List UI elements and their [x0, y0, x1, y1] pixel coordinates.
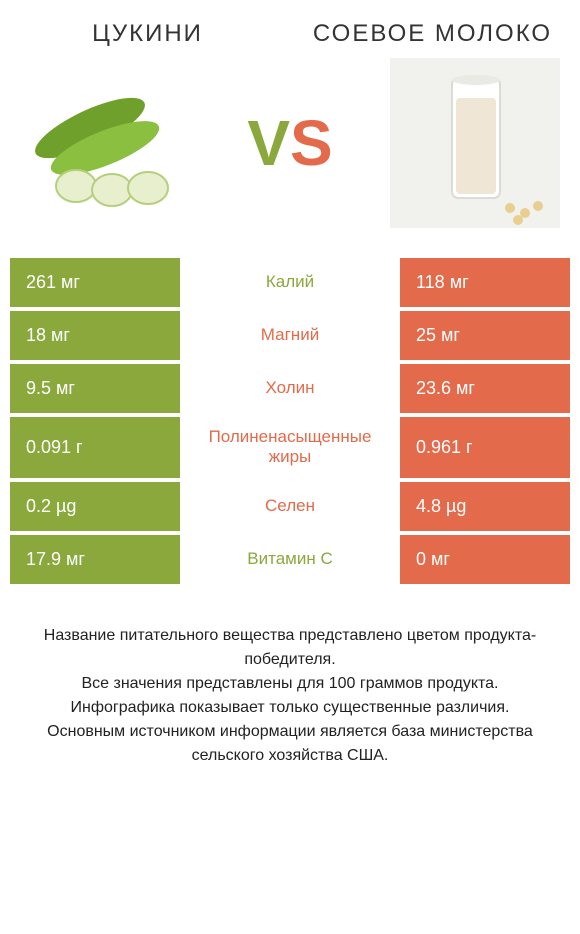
nutrient-label: Магний [186, 311, 394, 360]
footer-line: Основным источником информации является … [24, 720, 556, 768]
left-value: 9.5 мг [10, 364, 180, 413]
right-title: СОЕВОЕ МОЛОКО [295, 20, 570, 48]
nutrient-label: Калий [186, 258, 394, 307]
footer-line: Инфографика показывает только существенн… [24, 696, 556, 720]
table-row: 261 мгКалий118 мг [10, 258, 570, 307]
zucchini-icon [20, 58, 190, 228]
nutrient-label: Селен [186, 482, 394, 531]
left-value: 261 мг [10, 258, 180, 307]
right-image [390, 58, 560, 228]
header: ЦУКИНИ СОЕВОЕ МОЛОКО [10, 20, 570, 48]
left-value: 18 мг [10, 311, 180, 360]
vs-s: S [290, 107, 333, 179]
right-value: 0 мг [400, 535, 570, 584]
table-row: 18 мгМагний25 мг [10, 311, 570, 360]
comparison-table: 261 мгКалий118 мг18 мгМагний25 мг9.5 мгХ… [10, 258, 570, 584]
nutrient-label: Витамин C [186, 535, 394, 584]
left-title: ЦУКИНИ [10, 20, 285, 48]
left-value: 0.2 µg [10, 482, 180, 531]
soymilk-icon [390, 58, 560, 228]
table-row: 9.5 мгХолин23.6 мг [10, 364, 570, 413]
right-value: 23.6 мг [400, 364, 570, 413]
nutrient-label: Полиненасыщенные жиры [186, 417, 394, 478]
table-row: 0.2 µgСелен4.8 µg [10, 482, 570, 531]
footer: Название питательного вещества представл… [10, 624, 570, 768]
right-value: 4.8 µg [400, 482, 570, 531]
table-row: 0.091 гПолиненасыщенные жиры0.961 г [10, 417, 570, 478]
table-row: 17.9 мгВитамин C0 мг [10, 535, 570, 584]
left-value: 0.091 г [10, 417, 180, 478]
right-value: 118 мг [400, 258, 570, 307]
images-row: VS [10, 58, 570, 228]
left-image [20, 58, 190, 228]
footer-line: Название питательного вещества представл… [24, 624, 556, 672]
right-value: 25 мг [400, 311, 570, 360]
left-value: 17.9 мг [10, 535, 180, 584]
nutrient-label: Холин [186, 364, 394, 413]
vs-label: VS [247, 106, 332, 180]
footer-line: Все значения представлены для 100 граммо… [24, 672, 556, 696]
right-value: 0.961 г [400, 417, 570, 478]
vs-v: V [247, 107, 290, 179]
